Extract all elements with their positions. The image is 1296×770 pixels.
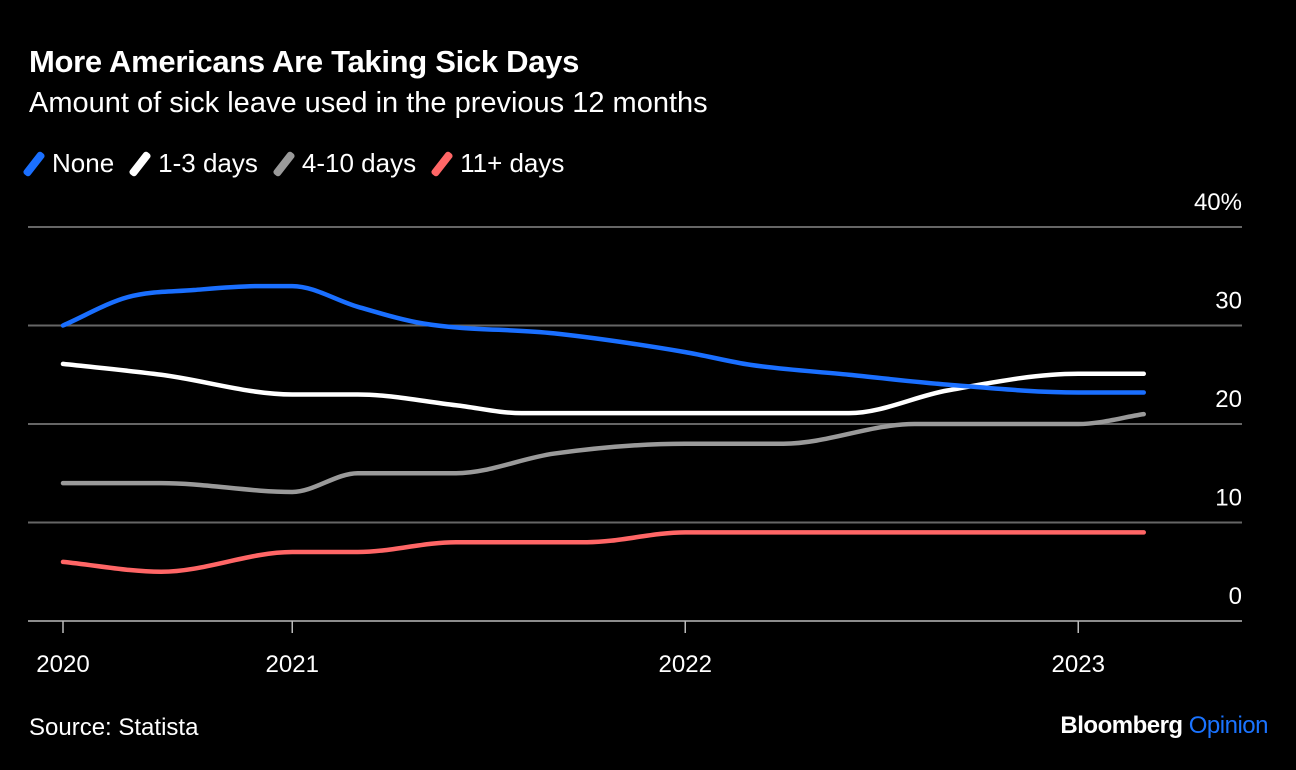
- chart-subtitle: Amount of sick leave used in the previou…: [29, 87, 708, 119]
- legend-label: 11+ days: [460, 148, 565, 178]
- y-tick-label: 40%: [1194, 189, 1242, 216]
- y-tick-label: 0: [1229, 583, 1242, 610]
- legend-item: 4-10 days: [272, 148, 417, 179]
- y-tick-label: 10: [1215, 485, 1242, 512]
- legend: None 1-3 days 4-10 days 11+ days: [22, 148, 565, 179]
- source-note: Source: Statista: [29, 714, 199, 741]
- x-tick-label: 2020: [36, 651, 89, 678]
- x-tick-label: 2022: [659, 651, 712, 678]
- logo-brand: Bloomberg: [1060, 712, 1183, 739]
- legend-label: None: [52, 148, 115, 178]
- chart-title: More Americans Are Taking Sick Days: [29, 44, 580, 79]
- legend-item: None: [22, 148, 115, 179]
- legend-item: 1-3 days: [128, 148, 258, 179]
- series-line-4-10-days: [60, 411, 1146, 495]
- legend-label: 4-10 days: [301, 148, 417, 178]
- x-tick-label: 2023: [1052, 651, 1105, 678]
- x-tick-label: 2021: [266, 651, 319, 678]
- series-line-1-3-days: [60, 361, 1146, 416]
- logo-section: Opinion: [1188, 712, 1269, 739]
- y-tick-label: 20: [1215, 386, 1242, 413]
- y-tick-label: 30: [1215, 288, 1242, 315]
- legend-item: 11+ days: [430, 148, 565, 179]
- legend-label: 1-3 days: [158, 148, 258, 178]
- series-line-11-days: [60, 530, 1146, 574]
- series-line-none: [60, 283, 1146, 395]
- bloomberg-opinion-logo: Bloomberg Opinion: [1060, 712, 1268, 740]
